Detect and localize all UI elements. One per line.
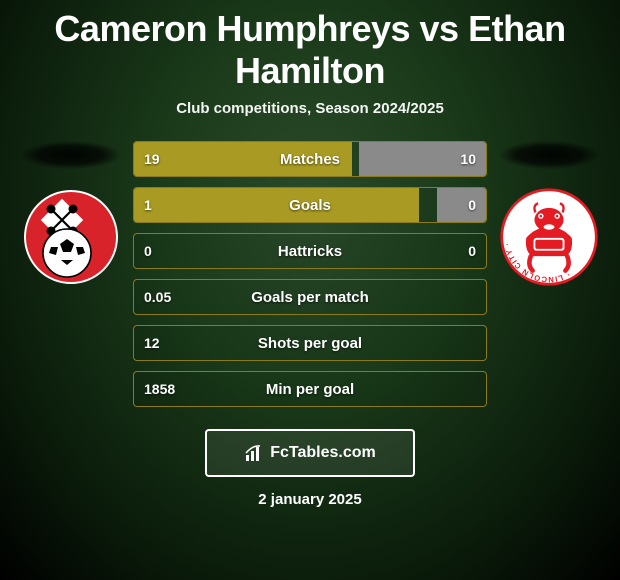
stat-label: Shots per goal — [134, 326, 486, 360]
player-shadow-right — [499, 141, 599, 169]
stats-column: 1910Matches 10Goals 0 0Hattricks 0.05Goals p… — [133, 141, 487, 407]
stat-value-left: 0.05 — [144, 280, 171, 314]
stat-row: 10Goals — [133, 187, 487, 223]
stat-label: Goals per match — [134, 280, 486, 314]
team-badge-right: · LINCOLN CITY · — [499, 187, 599, 287]
stat-bar-left — [134, 188, 419, 222]
player-shadow-left — [21, 141, 121, 169]
left-side — [15, 141, 127, 287]
stat-value-left: 12 — [144, 326, 160, 360]
footer-label: FcTables.com — [270, 444, 376, 462]
stat-value-left: 1858 — [144, 372, 175, 406]
stat-row: 12Shots per goal — [133, 325, 487, 361]
stat-bar-right — [359, 142, 486, 176]
stat-row: 1858Min per goal — [133, 371, 487, 407]
rotherham-badge-icon — [21, 187, 121, 287]
subtitle: Club competitions, Season 2024/2025 — [0, 100, 620, 117]
stat-row: 0 0Hattricks — [133, 233, 487, 269]
stat-value-right: 0 — [468, 234, 476, 268]
stat-value-left: 0 — [144, 234, 152, 268]
stat-label: Hattricks — [134, 234, 486, 268]
stat-bar-right — [437, 188, 486, 222]
lincoln-badge-icon: · LINCOLN CITY · — [499, 182, 599, 292]
footer-attribution[interactable]: FcTables.com — [205, 429, 415, 477]
team-badge-left — [21, 187, 121, 287]
comparison-card: Cameron Humphreys vs Ethan Hamilton Club… — [0, 0, 620, 580]
stat-bar-left — [134, 142, 352, 176]
date-label: 2 january 2025 — [0, 491, 620, 508]
content-row: 1910Matches 10Goals 0 0Hattricks 0.05Goals p… — [0, 141, 620, 407]
page-title: Cameron Humphreys vs Ethan Hamilton — [0, 0, 620, 92]
right-side: · LINCOLN CITY · — [493, 141, 605, 287]
stat-row: 0.05Goals per match — [133, 279, 487, 315]
fctables-logo-icon — [244, 443, 264, 463]
stat-row: 1910Matches — [133, 141, 487, 177]
stat-label: Min per goal — [134, 372, 486, 406]
